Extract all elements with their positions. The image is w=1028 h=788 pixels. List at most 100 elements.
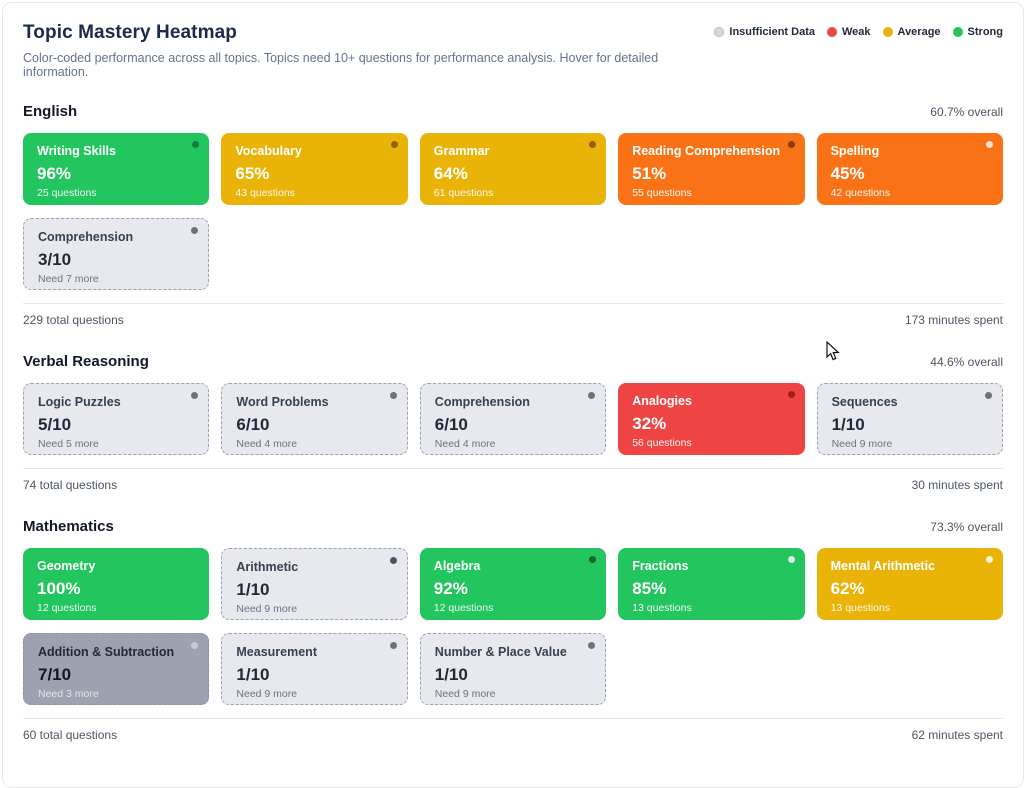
tile-topic-name: Measurement [236, 645, 317, 659]
tile-score-value: 92% [433, 579, 468, 599]
tile-comprehension[interactable]: Comprehension 6/10 Need 4 more [419, 383, 607, 455]
tile-reading-comprehension[interactable]: Reading Comprehension 51% 55 questions [618, 133, 805, 205]
tile-topic-name: Addition & Subtraction [38, 645, 175, 659]
tile-sub-label: Need 9 more [236, 688, 298, 701]
tile-mental-arithmetic[interactable]: Mental Arithmetic 62% 13 questions [816, 548, 1003, 620]
tile-status-dot-icon [389, 642, 397, 649]
tile-algebra[interactable]: Algebra 92% 12 questions [419, 548, 607, 620]
legend-strong-dot-icon [952, 27, 963, 37]
tile-status-dot-icon [588, 642, 596, 649]
tile-spelling[interactable]: Spelling 45% 42 questions [816, 133, 1003, 205]
card-header: Topic Mastery Heatmap Color-coded perfor… [23, 22, 1003, 79]
legend-label: Average [897, 26, 941, 38]
tile-status-dot-icon [984, 392, 992, 399]
section-verbal-reasoning: Verbal Reasoning 44.6% overall Logic Puzzl… [23, 353, 1003, 492]
tile-sub-label: 55 questions [632, 187, 692, 200]
section-english: English 60.7% overall Writing Skills 96% 25 … [23, 103, 1003, 327]
tile-sub-label: Need 9 more [434, 688, 496, 701]
tile-topic-name: Arithmetic [236, 560, 299, 574]
legend-weak-dot-icon [826, 27, 837, 37]
tile-sub-label: Need 4 more [236, 438, 298, 451]
tile-sub-label: Need 4 more [434, 438, 496, 451]
tile-status-dot-icon [589, 556, 597, 563]
section-title: Verbal Reasoning [23, 353, 149, 370]
tile-measurement[interactable]: Measurement 1/10 Need 9 more [221, 633, 408, 705]
tile-score-value: 32% [632, 414, 667, 434]
tile-score-value: 62% [830, 579, 865, 599]
tile-sub-label: Need 3 more [38, 688, 99, 701]
tile-arithmetic[interactable]: Arithmetic 1/10 Need 9 more [221, 548, 408, 620]
tile-topic-name: Mental Arithmetic [830, 559, 936, 573]
tile-score-value: 64% [433, 164, 468, 184]
tile-topic-name: Comprehension [434, 395, 530, 409]
tile-status-dot-icon [191, 227, 199, 234]
tile-score-value: 5/10 [38, 415, 72, 435]
tile-topic-name: Spelling [830, 144, 880, 158]
tile-fractions[interactable]: Fractions 85% 13 questions [618, 548, 805, 620]
section-minutes-spent: 62 minutes spent [911, 728, 1003, 742]
tile-grid: Geometry 100% 12 questions Arithmetic 1/10 Ne… [23, 548, 1003, 705]
legend-item-average: Average [882, 26, 941, 38]
tile-score-value: 1/10 [236, 580, 270, 600]
tile-geometry[interactable]: Geometry 100% 12 questions [23, 548, 210, 620]
tile-number-place-value[interactable]: Number & Place Value 1/10 Need 9 more [419, 633, 607, 705]
section-total-questions: 229 total questions [23, 313, 124, 327]
tile-sub-label: Need 7 more [38, 273, 99, 286]
tile-topic-name: Algebra [433, 559, 481, 573]
tile-status-dot-icon [588, 392, 596, 399]
legend-item-strong: Strong [952, 26, 1003, 38]
tile-status-dot-icon [589, 141, 597, 148]
tile-status-dot-icon [787, 391, 795, 398]
tile-status-dot-icon [985, 141, 993, 148]
tile-topic-name: Geometry [37, 559, 96, 573]
tile-logic-puzzles[interactable]: Logic Puzzles 5/10 Need 5 more [23, 383, 210, 455]
tile-sub-label: 43 questions [235, 187, 295, 200]
tile-score-value: 1/10 [831, 415, 865, 435]
section-mathematics: Mathematics 73.3% overall Geometry 100% 12 q… [23, 518, 1003, 742]
tile-grammar[interactable]: Grammar 64% 61 questions [419, 133, 607, 205]
tile-sub-label: 12 questions [433, 602, 494, 615]
tile-topic-name: Word Problems [236, 395, 329, 409]
tile-vocabulary[interactable]: Vocabulary 65% 43 questions [221, 133, 408, 205]
section-total-questions: 60 total questions [23, 728, 118, 742]
tile-status-dot-icon [191, 642, 199, 649]
tile-topic-name: Vocabulary [235, 144, 302, 158]
tile-grid: Logic Puzzles 5/10 Need 5 more Word Problem… [23, 383, 1003, 455]
header-text: Topic Mastery Heatmap Color-coded perfor… [23, 22, 714, 79]
section-overall-percent: 60.7% overall [930, 105, 1003, 119]
tile-comprehension[interactable]: Comprehension 3/10 Need 7 more [23, 218, 210, 290]
tile-score-value: 3/10 [38, 250, 72, 270]
tile-analogies[interactable]: Analogies 32% 56 questions [618, 383, 805, 455]
tile-topic-name: Writing Skills [37, 144, 116, 158]
legend-item-weak: Weak [826, 26, 871, 38]
tile-topic-name: Sequences [831, 395, 898, 409]
section-total-questions: 74 total questions [23, 478, 118, 492]
tile-score-value: 7/10 [38, 665, 72, 685]
section-minutes-spent: 173 minutes spent [904, 313, 1003, 327]
tile-status-dot-icon [389, 392, 397, 399]
legend-item-insufficient-data: Insufficient Data [714, 26, 815, 38]
legend-average-dot-icon [882, 27, 893, 37]
legend-insufficient-data-dot-icon [714, 27, 725, 37]
tile-status-dot-icon [985, 556, 993, 563]
tile-addition-subtraction[interactable]: Addition & Subtraction 7/10 Need 3 more [23, 633, 210, 705]
tile-score-value: 1/10 [236, 665, 270, 685]
sections-container: English 60.7% overall Writing Skills 96% 25 … [23, 103, 1003, 742]
tile-sub-label: Need 9 more [831, 438, 893, 451]
tile-score-value: 96% [37, 164, 72, 184]
section-header: Verbal Reasoning 44.6% overall [23, 353, 1003, 370]
tile-sequences[interactable]: Sequences 1/10 Need 9 more [816, 383, 1003, 455]
legend: Insufficient Data Weak Average Strong [714, 26, 1003, 38]
tile-word-problems[interactable]: Word Problems 6/10 Need 4 more [221, 383, 408, 455]
section-header: English 60.7% overall [23, 103, 1003, 120]
tile-sub-label: 13 questions [632, 602, 692, 615]
tile-sub-label: 61 questions [433, 187, 494, 200]
tile-score-value: 85% [632, 579, 667, 599]
tile-status-dot-icon [192, 141, 200, 148]
section-title: Mathematics [23, 518, 114, 535]
tile-sub-label: 25 questions [37, 187, 97, 200]
tile-sub-label: 13 questions [830, 602, 891, 615]
tile-writing-skills[interactable]: Writing Skills 96% 25 questions [23, 133, 210, 205]
tile-score-value: 45% [830, 164, 865, 184]
section-minutes-spent: 30 minutes spent [911, 478, 1003, 492]
